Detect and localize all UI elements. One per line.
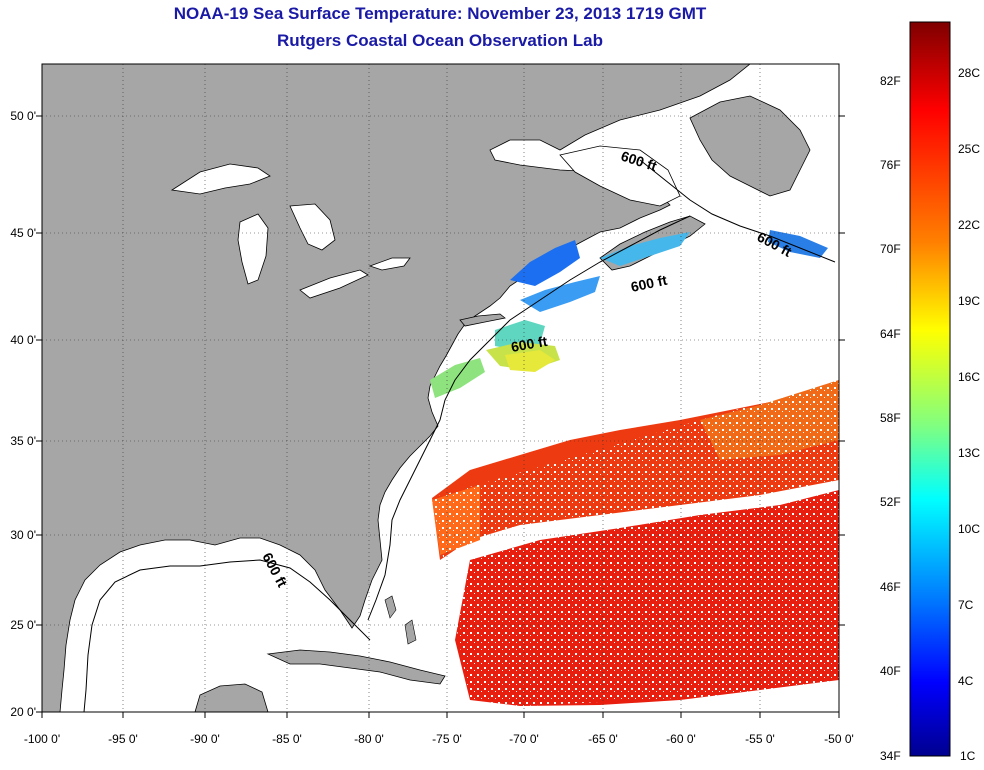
- colorbar-c-label: 10C: [958, 522, 981, 536]
- colorbar-c-label: 16C: [958, 370, 981, 384]
- colorbar-f-label: 40F: [880, 664, 901, 678]
- colorbar-f-label: 82F: [880, 74, 901, 88]
- gulf-st-lawrence: [559, 145, 681, 207]
- colorbar-c-label: 4C: [958, 674, 974, 688]
- axis-ticks: [36, 115, 845, 718]
- map-subtitle: Rutgers Coastal Ocean Observation Lab: [277, 31, 603, 50]
- colorbar-c-label: 19C: [958, 294, 981, 308]
- graticule: [42, 64, 839, 712]
- lat-label: 35 0': [10, 434, 36, 448]
- contour-600ft: [83, 159, 836, 712]
- lon-label: -90 0': [190, 732, 220, 746]
- colorbar-c-label: 25C: [958, 142, 981, 156]
- lake-ontario: [368, 257, 411, 271]
- lake-huron: [289, 203, 336, 251]
- lon-label: -75 0': [432, 732, 462, 746]
- land-yucatan: [194, 683, 269, 712]
- lat-label: 30 0': [10, 528, 36, 542]
- lat-label: 50 0': [10, 109, 36, 123]
- contour-label: 600 ft: [510, 333, 549, 355]
- map-frame: [41, 63, 840, 713]
- colorbar-f-label: 46F: [880, 580, 901, 594]
- land-newfoundland: [689, 95, 811, 197]
- colorbar-f-label: 70F: [880, 242, 901, 256]
- colorbar-f-label: 52F: [880, 495, 901, 509]
- colorbar-f-label: 76F: [880, 158, 901, 172]
- lon-label: -100 0': [23, 732, 61, 746]
- lat-label: 45 0': [10, 226, 36, 240]
- lon-label: -60 0': [666, 732, 696, 746]
- lon-label: -50 0': [824, 732, 854, 746]
- colorbar-c-label: 22C: [958, 218, 981, 232]
- land-cuba: [266, 649, 446, 685]
- colorbar-f-label: 64F: [880, 327, 901, 341]
- lon-label: -70 0': [509, 732, 539, 746]
- land-bahamas: [384, 595, 417, 645]
- map-title: NOAA-19 Sea Surface Temperature: Novembe…: [173, 4, 707, 23]
- colorbar-c-label: 13C: [958, 446, 981, 460]
- lat-label: 25 0': [10, 618, 36, 632]
- lake-erie: [299, 269, 369, 299]
- lon-label: -80 0': [354, 732, 384, 746]
- colorbar: [909, 21, 951, 757]
- lon-label: -55 0': [745, 732, 775, 746]
- lat-label: 20 0': [10, 705, 36, 719]
- colorbar-c-label: 1C: [960, 749, 976, 763]
- lake-michigan: [237, 213, 269, 285]
- lat-label: 40 0': [10, 333, 36, 347]
- colorbar-c-label: 28C: [958, 66, 981, 80]
- lake-superior: [170, 163, 271, 195]
- land-north-america: [42, 64, 751, 712]
- colorbar-f-label: 58F: [880, 411, 901, 425]
- land-long-island: [459, 313, 506, 327]
- lon-label: -65 0': [588, 732, 618, 746]
- lon-label: -85 0': [272, 732, 302, 746]
- sst-cold-region: [430, 230, 828, 398]
- lon-label: -95 0': [108, 732, 138, 746]
- colorbar-f-label: 34F: [880, 749, 901, 763]
- colorbar-c-label: 7C: [958, 598, 974, 612]
- sst-warm-region: [432, 380, 839, 706]
- contour-label: 600 ft: [629, 272, 668, 295]
